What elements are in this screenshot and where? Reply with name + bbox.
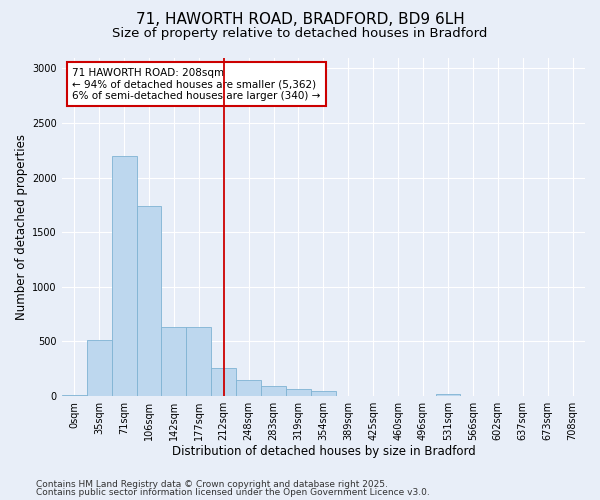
Bar — [236, 380, 261, 396]
Bar — [112, 156, 137, 396]
Y-axis label: Number of detached properties: Number of detached properties — [15, 134, 28, 320]
Bar — [261, 386, 286, 396]
Text: Size of property relative to detached houses in Bradford: Size of property relative to detached ho… — [112, 28, 488, 40]
Text: 71, HAWORTH ROAD, BRADFORD, BD9 6LH: 71, HAWORTH ROAD, BRADFORD, BD9 6LH — [136, 12, 464, 28]
Bar — [436, 394, 460, 396]
Bar — [211, 368, 236, 396]
Bar — [62, 395, 86, 396]
X-axis label: Distribution of detached houses by size in Bradford: Distribution of detached houses by size … — [172, 444, 475, 458]
Bar — [86, 340, 112, 396]
Text: Contains public sector information licensed under the Open Government Licence v3: Contains public sector information licen… — [36, 488, 430, 497]
Bar — [286, 389, 311, 396]
Bar — [161, 328, 187, 396]
Bar — [137, 206, 161, 396]
Bar — [311, 391, 336, 396]
Text: Contains HM Land Registry data © Crown copyright and database right 2025.: Contains HM Land Registry data © Crown c… — [36, 480, 388, 489]
Text: 71 HAWORTH ROAD: 208sqm
← 94% of detached houses are smaller (5,362)
6% of semi-: 71 HAWORTH ROAD: 208sqm ← 94% of detache… — [72, 68, 320, 101]
Bar — [187, 328, 211, 396]
